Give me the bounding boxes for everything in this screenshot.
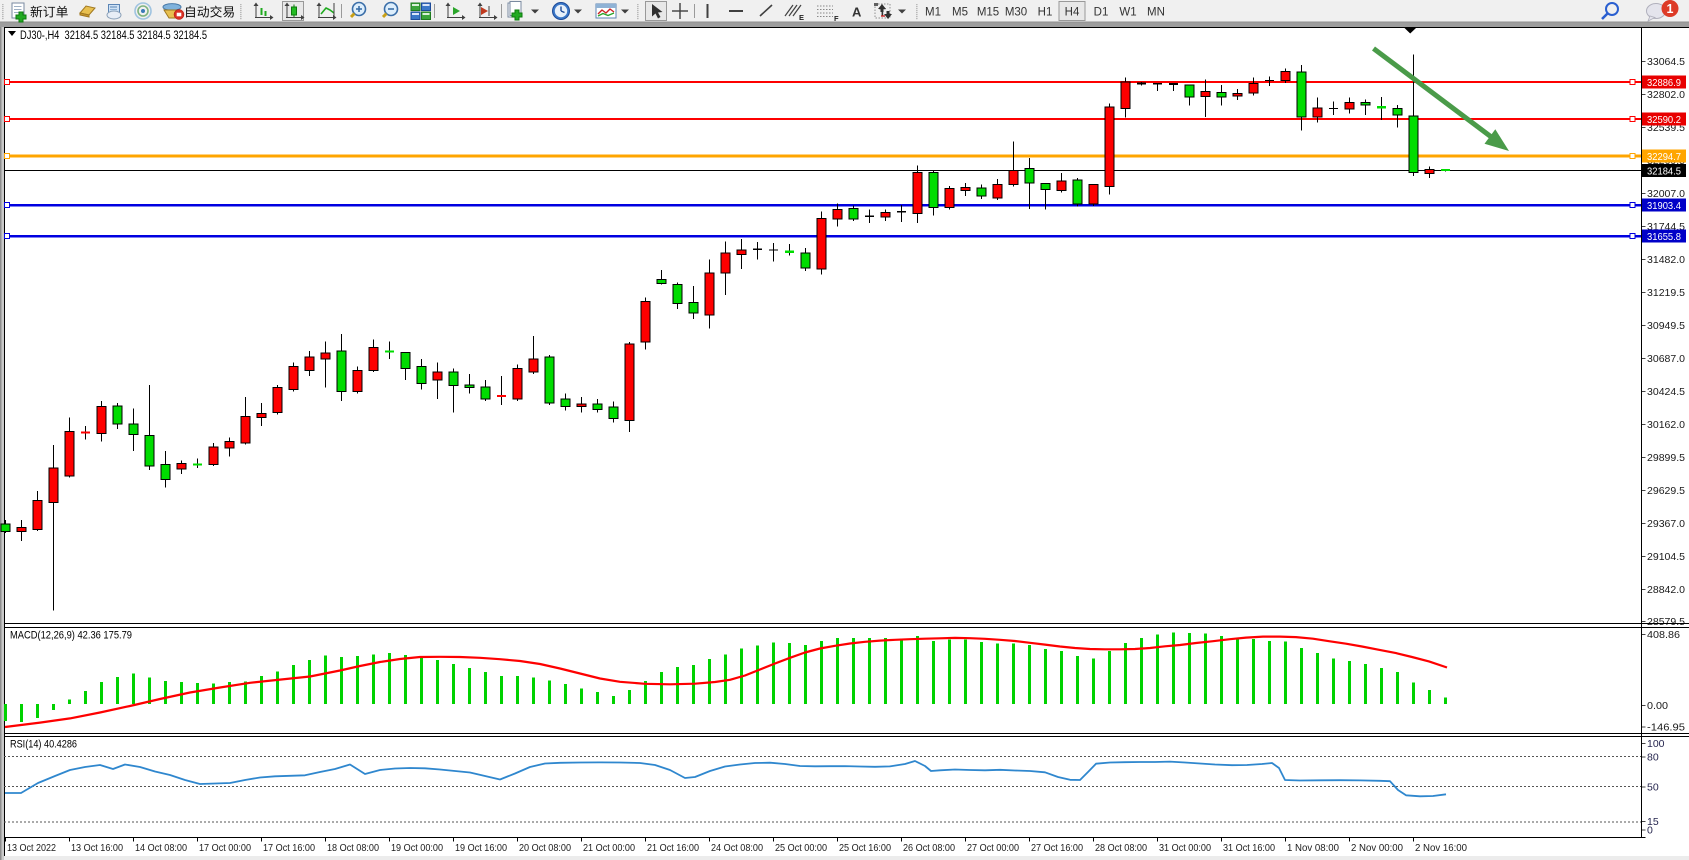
- svg-text:M30: M30: [1005, 7, 1027, 19]
- svg-text:D1: D1: [1094, 7, 1109, 19]
- svg-text:27 Oct 00:00: 27 Oct 00:00: [967, 842, 1019, 854]
- svg-text:T: T: [879, 7, 886, 19]
- svg-text:50: 50: [1647, 782, 1659, 794]
- svg-text:A: A: [852, 5, 862, 20]
- svg-text:MN: MN: [1147, 7, 1165, 19]
- svg-text:M15: M15: [977, 7, 999, 19]
- svg-text:32886.9: 32886.9: [1647, 77, 1681, 89]
- svg-text:29629.5: 29629.5: [1647, 485, 1685, 497]
- svg-text:15: 15: [1647, 816, 1659, 828]
- svg-text:31 Oct 16:00: 31 Oct 16:00: [1223, 842, 1275, 854]
- svg-text:31903.4: 31903.4: [1647, 200, 1681, 212]
- svg-text:30687.0: 30687.0: [1647, 353, 1685, 365]
- svg-text:H1: H1: [1038, 7, 1053, 19]
- svg-text:1: 1: [1667, 2, 1674, 16]
- svg-text:30162.0: 30162.0: [1647, 419, 1685, 431]
- svg-text:80: 80: [1647, 751, 1659, 763]
- svg-text:32184.5: 32184.5: [1647, 165, 1681, 177]
- svg-text:25 Oct 00:00: 25 Oct 00:00: [775, 842, 827, 854]
- svg-text:21 Oct 16:00: 21 Oct 16:00: [647, 842, 699, 854]
- svg-text:24 Oct 08:00: 24 Oct 08:00: [711, 842, 763, 854]
- svg-text:408.86: 408.86: [1647, 629, 1680, 641]
- svg-text:13 Oct 2022: 13 Oct 2022: [7, 842, 56, 854]
- svg-text:2 Nov 00:00: 2 Nov 00:00: [1351, 842, 1403, 854]
- svg-text:32802.0: 32802.0: [1647, 89, 1685, 101]
- svg-text:28 Oct 08:00: 28 Oct 08:00: [1095, 842, 1147, 854]
- svg-text:32007.0: 32007.0: [1647, 188, 1685, 200]
- svg-text:28842.0: 28842.0: [1647, 584, 1685, 596]
- svg-text:17 Oct 16:00: 17 Oct 16:00: [263, 842, 315, 854]
- svg-text:19 Oct 00:00: 19 Oct 00:00: [391, 842, 443, 854]
- svg-text:32590.2: 32590.2: [1647, 114, 1681, 126]
- svg-text:20 Oct 08:00: 20 Oct 08:00: [519, 842, 571, 854]
- svg-text:31219.5: 31219.5: [1647, 287, 1685, 299]
- svg-text:30424.5: 30424.5: [1647, 386, 1685, 398]
- svg-text:21 Oct 00:00: 21 Oct 00:00: [583, 842, 635, 854]
- svg-text:29104.5: 29104.5: [1647, 551, 1685, 563]
- svg-text:29367.0: 29367.0: [1647, 518, 1685, 530]
- svg-text:32294.7: 32294.7: [1647, 151, 1681, 163]
- svg-text:2 Nov 16:00: 2 Nov 16:00: [1415, 842, 1467, 854]
- svg-text:F: F: [834, 14, 839, 23]
- svg-text:18 Oct 08:00: 18 Oct 08:00: [327, 842, 379, 854]
- svg-text:14 Oct 08:00: 14 Oct 08:00: [135, 842, 187, 854]
- svg-text:31482.0: 31482.0: [1647, 254, 1685, 266]
- svg-text:33064.5: 33064.5: [1647, 56, 1685, 68]
- svg-text:-146.95: -146.95: [1647, 721, 1685, 733]
- svg-text:M1: M1: [925, 7, 941, 19]
- svg-text:RSI(14) 40.4286: RSI(14) 40.4286: [10, 739, 77, 751]
- svg-text:17 Oct 00:00: 17 Oct 00:00: [199, 842, 251, 854]
- svg-text:26 Oct 08:00: 26 Oct 08:00: [903, 842, 955, 854]
- svg-text:31 Oct 00:00: 31 Oct 00:00: [1159, 842, 1211, 854]
- svg-text:E: E: [799, 13, 804, 22]
- svg-text:28579.5: 28579.5: [1647, 616, 1685, 628]
- svg-text:1 Nov 08:00: 1 Nov 08:00: [1287, 842, 1339, 854]
- svg-text:31655.8: 31655.8: [1647, 231, 1681, 243]
- svg-text:0.00: 0.00: [1647, 700, 1668, 712]
- svg-text:100: 100: [1647, 738, 1665, 750]
- svg-text:13 Oct 16:00: 13 Oct 16:00: [71, 842, 123, 854]
- svg-text:25 Oct 16:00: 25 Oct 16:00: [839, 842, 891, 854]
- svg-text:H4: H4: [1065, 7, 1080, 19]
- svg-text:MACD(12,26,9) 42.36 175.79: MACD(12,26,9) 42.36 175.79: [10, 630, 132, 642]
- svg-text:30949.5: 30949.5: [1647, 320, 1685, 332]
- svg-text:W1: W1: [1119, 7, 1136, 19]
- svg-text:19 Oct 16:00: 19 Oct 16:00: [455, 842, 507, 854]
- svg-text:29899.5: 29899.5: [1647, 452, 1685, 464]
- svg-text:27 Oct 16:00: 27 Oct 16:00: [1031, 842, 1083, 854]
- svg-text:M5: M5: [952, 7, 968, 19]
- svg-text:0: 0: [1647, 824, 1653, 836]
- svg-text:DJ30-,H4 32184.5 32184.5 3218: DJ30-,H4 32184.5 32184.5 32184.5 32184.5: [20, 30, 207, 42]
